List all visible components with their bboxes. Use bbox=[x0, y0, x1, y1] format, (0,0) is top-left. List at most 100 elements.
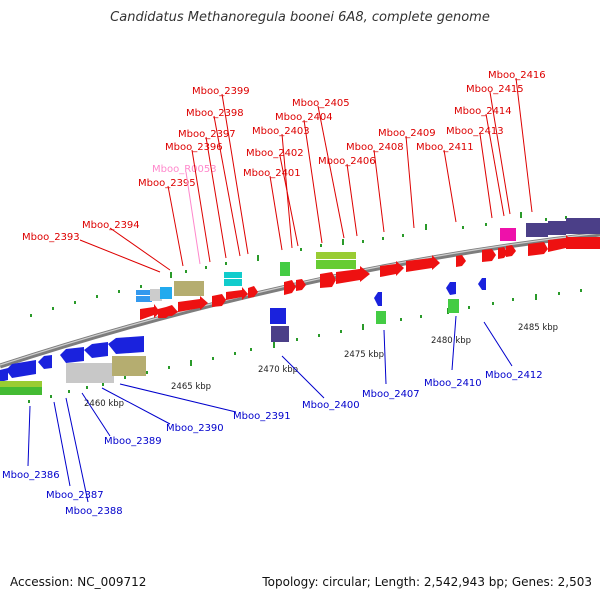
gene-block[interactable] bbox=[150, 289, 162, 301]
gene-label[interactable]: Mboo_2395 bbox=[138, 178, 196, 267]
svg-text:Mboo_2398: Mboo_2398 bbox=[186, 108, 244, 119]
gene-arrow[interactable] bbox=[296, 279, 306, 291]
svg-text:Mboo_2395: Mboo_2395 bbox=[138, 178, 196, 189]
gene-arrow[interactable] bbox=[226, 287, 248, 300]
gene-label[interactable]: Mboo_2394 bbox=[82, 220, 171, 271]
gene-arrow[interactable] bbox=[0, 368, 8, 382]
gene-block[interactable] bbox=[316, 260, 356, 269]
scale-label: 2470 kbp bbox=[258, 365, 298, 375]
gene-block[interactable] bbox=[566, 218, 600, 234]
gene-block[interactable] bbox=[66, 363, 114, 383]
gene-label[interactable]: Mboo_2404 bbox=[275, 112, 333, 244]
gene-block[interactable] bbox=[0, 387, 42, 395]
gene-arrow[interactable] bbox=[84, 342, 108, 358]
gene-arrow[interactable] bbox=[60, 347, 84, 363]
gene-arrow[interactable] bbox=[456, 255, 466, 267]
svg-text:Mboo_2404: Mboo_2404 bbox=[275, 112, 333, 123]
svg-text:Mboo_2411: Mboo_2411 bbox=[416, 142, 474, 153]
gene-block[interactable] bbox=[566, 237, 600, 249]
gene-block[interactable] bbox=[316, 252, 356, 259]
gene-label[interactable]: Mboo_2405 bbox=[292, 98, 350, 239]
gene-arrow[interactable] bbox=[212, 294, 226, 307]
svg-text:Mboo_2386: Mboo_2386 bbox=[2, 470, 60, 481]
gene-arrow[interactable] bbox=[446, 282, 456, 295]
gene-block[interactable] bbox=[224, 272, 242, 278]
gene-label[interactable]: Mboo_2403 bbox=[252, 126, 310, 249]
gene-block[interactable] bbox=[500, 228, 516, 241]
gene-label[interactable]: Mboo_2412 bbox=[483, 321, 543, 381]
scale-label: 2460 kbp bbox=[84, 399, 124, 409]
svg-text:Mboo_2413: Mboo_2413 bbox=[446, 126, 504, 137]
svg-text:Mboo_2397: Mboo_2397 bbox=[178, 129, 236, 140]
gene-label[interactable]: Mboo_2401 bbox=[243, 168, 301, 251]
gene-label[interactable]: Mboo_2407 bbox=[362, 329, 420, 400]
gene-block[interactable] bbox=[270, 308, 286, 324]
gene-label[interactable]: Mboo_2389 bbox=[81, 392, 162, 447]
gene-block[interactable] bbox=[136, 290, 152, 295]
gene-arrow[interactable] bbox=[166, 305, 178, 316]
gene-label[interactable]: Mboo_R0053 bbox=[152, 164, 217, 265]
gene-arrow[interactable] bbox=[320, 272, 336, 288]
gene-arrow[interactable] bbox=[482, 249, 496, 262]
gene-label[interactable]: Mboo_2393 bbox=[22, 232, 161, 273]
map-title: Candidatus Methanoregula boonei 6A8, com… bbox=[110, 10, 490, 25]
gene-label[interactable]: Mboo_2387 bbox=[46, 401, 104, 501]
gene-label[interactable]: Mboo_2388 bbox=[65, 397, 123, 517]
gene-label[interactable]: Mboo_2414 bbox=[454, 106, 512, 217]
forward-gene-labels: Mboo_2393 Mboo_2394 Mboo_2395 Mboo_R0053… bbox=[22, 70, 546, 273]
gene-label[interactable]: Mboo_2410 bbox=[424, 315, 482, 389]
scale-label: 2465 kbp bbox=[171, 382, 211, 392]
gene-label[interactable]: Mboo_2415 bbox=[466, 84, 524, 215]
gene-arrow[interactable] bbox=[478, 278, 486, 290]
gene-label[interactable]: Mboo_2390 bbox=[101, 387, 224, 434]
gene-block[interactable] bbox=[112, 356, 146, 376]
gene-arrow[interactable] bbox=[38, 355, 52, 369]
gene-block[interactable] bbox=[548, 221, 566, 235]
gene-arrow[interactable] bbox=[506, 245, 516, 257]
accession-text: Accession: NC_009712 bbox=[10, 575, 147, 589]
gene-label[interactable]: Mboo_2411 bbox=[416, 142, 474, 223]
svg-text:Mboo_2416: Mboo_2416 bbox=[488, 70, 546, 81]
gene-block[interactable] bbox=[136, 296, 152, 302]
gene-label[interactable]: Mboo_2399 bbox=[192, 86, 250, 255]
gene-arrow[interactable] bbox=[374, 292, 382, 306]
svg-text:Mboo_R0053: Mboo_R0053 bbox=[152, 164, 217, 175]
gene-arrow[interactable] bbox=[6, 360, 36, 378]
gene-label[interactable]: Mboo_2416 bbox=[488, 70, 546, 213]
gene-arrow[interactable] bbox=[178, 296, 208, 312]
gene-label[interactable]: Mboo_2398 bbox=[186, 108, 244, 257]
gene-label[interactable]: Mboo_2409 bbox=[378, 128, 436, 229]
gene-label[interactable]: Mboo_2386 bbox=[2, 405, 60, 481]
gene-arrow[interactable] bbox=[248, 286, 258, 298]
gene-block[interactable] bbox=[526, 223, 548, 237]
gene-label[interactable]: Mboo_2400 bbox=[281, 355, 360, 411]
gene-label[interactable]: Mboo_2413 bbox=[446, 126, 504, 219]
gene-label[interactable]: Mboo_2402 bbox=[246, 148, 304, 247]
gene-label[interactable]: Mboo_2408 bbox=[346, 142, 404, 233]
svg-text:Mboo_2393: Mboo_2393 bbox=[22, 232, 80, 243]
gene-arrow[interactable] bbox=[406, 255, 440, 272]
svg-text:Mboo_2415: Mboo_2415 bbox=[466, 84, 524, 95]
gene-block[interactable] bbox=[271, 326, 289, 342]
gene-arrow[interactable] bbox=[380, 261, 404, 277]
gene-block[interactable] bbox=[224, 279, 242, 286]
gene-label[interactable]: Mboo_2406 bbox=[318, 156, 376, 237]
gene-arrow[interactable] bbox=[336, 266, 370, 284]
gene-arrow[interactable] bbox=[284, 280, 296, 295]
svg-text:Mboo_2401: Mboo_2401 bbox=[243, 168, 301, 179]
gene-block[interactable] bbox=[376, 311, 386, 324]
gene-arrow[interactable] bbox=[108, 336, 144, 354]
gene-block[interactable] bbox=[160, 287, 172, 299]
gene-arrow[interactable] bbox=[140, 304, 160, 320]
gene-arrow[interactable] bbox=[498, 247, 508, 259]
gene-label[interactable]: Mboo_2396 bbox=[165, 142, 223, 263]
svg-text:Mboo_2406: Mboo_2406 bbox=[318, 156, 376, 167]
gene-arrow[interactable] bbox=[528, 242, 548, 256]
gene-block[interactable] bbox=[0, 381, 42, 387]
gene-block[interactable] bbox=[448, 299, 459, 313]
gene-block[interactable] bbox=[174, 281, 204, 296]
gene-label[interactable]: Mboo_2397 bbox=[178, 129, 236, 259]
gene-block[interactable] bbox=[280, 262, 290, 276]
svg-text:Mboo_2402: Mboo_2402 bbox=[246, 148, 304, 159]
gene-label[interactable]: Mboo_2391 bbox=[119, 383, 291, 422]
